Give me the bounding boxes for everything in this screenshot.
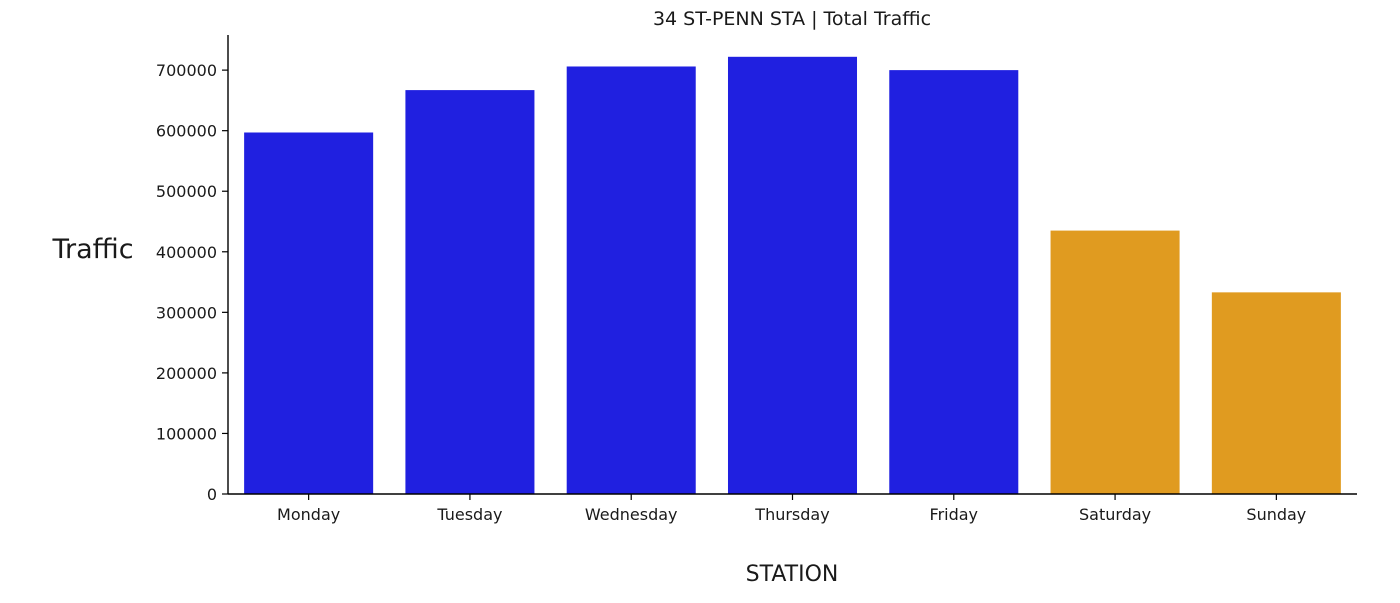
y-axis-ticks: 0 100000 200000 300000 400000 500000 600000 700…: [156, 61, 228, 504]
x-tick-label: Monday: [277, 505, 340, 524]
y-tick-label: 0: [207, 485, 217, 504]
y-tick-label: 700000: [156, 61, 217, 80]
x-axis-label: STATION: [746, 562, 839, 587]
x-axis-ticks: Monday Tuesday Wednesday Thursday Friday Satu…: [277, 494, 1306, 524]
bar-sunday: [1211, 292, 1341, 494]
x-tick-label: Saturday: [1079, 505, 1151, 524]
bar-monday: [244, 132, 374, 495]
chart-title: 34 ST-PENN STA | Total Traffic: [653, 8, 931, 30]
bars-group: [244, 56, 1341, 495]
y-tick-label: 500000: [156, 182, 217, 201]
x-tick-label: Friday: [930, 505, 979, 524]
y-tick-label: 400000: [156, 243, 217, 262]
x-tick-label: Wednesday: [585, 505, 678, 524]
bar-saturday: [1050, 230, 1180, 494]
x-tick-label: Thursday: [754, 505, 829, 524]
bar-wednesday: [566, 66, 696, 494]
y-tick-label: 200000: [156, 364, 217, 383]
x-tick-label: Sunday: [1246, 505, 1306, 524]
y-tick-label: 100000: [156, 424, 217, 443]
y-tick-label: 300000: [156, 303, 217, 322]
y-tick-label: 600000: [156, 122, 217, 141]
bar-tuesday: [405, 90, 535, 495]
bar-friday: [889, 70, 1019, 494]
y-axis-label: Traffic: [51, 234, 133, 265]
bar-thursday: [727, 56, 858, 495]
x-tick-label: Tuesday: [436, 505, 502, 524]
